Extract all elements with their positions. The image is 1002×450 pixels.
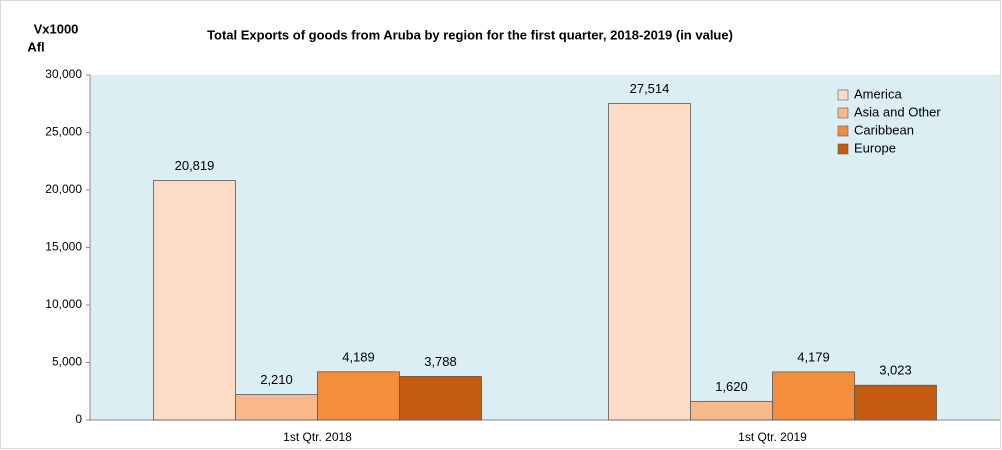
y-tick-label: 20,000 xyxy=(45,182,82,196)
y-tick-label: 25,000 xyxy=(45,125,82,139)
legend-swatch xyxy=(837,125,849,137)
y-axis-label: Afl xyxy=(27,39,44,54)
bar xyxy=(235,394,318,421)
y-tick-label: 30,000 xyxy=(45,67,82,81)
data-label: 4,189 xyxy=(342,349,375,364)
legend-label: Caribbean xyxy=(854,122,914,137)
y-tick-label: 10,000 xyxy=(45,297,82,311)
data-label: 2,210 xyxy=(260,372,293,387)
data-label: 27,514 xyxy=(630,81,670,96)
legend-label: America xyxy=(854,86,902,101)
legend-swatch xyxy=(837,107,849,119)
data-label: 3,023 xyxy=(879,363,912,378)
data-label: 4,179 xyxy=(797,349,830,364)
bar xyxy=(153,180,236,421)
plot-area xyxy=(90,75,1000,420)
data-label: 1,620 xyxy=(715,379,748,394)
legend-label: Europe xyxy=(854,140,896,155)
x-tick-label: 1st Qtr. 2018 xyxy=(283,430,352,444)
y-axis-label: Vx1000 xyxy=(34,21,79,36)
y-tick-label: 5,000 xyxy=(52,355,82,369)
legend-swatch xyxy=(837,89,849,101)
bar xyxy=(399,376,482,421)
legend-label: Asia and Other xyxy=(854,104,941,119)
data-label: 3,788 xyxy=(424,354,457,369)
bar xyxy=(854,384,937,421)
bar xyxy=(690,400,773,421)
chart-title: Total Exports of goods from Aruba by reg… xyxy=(207,27,733,42)
legend-swatch xyxy=(837,143,849,155)
y-tick-label: 0 xyxy=(75,412,82,426)
x-tick-label: 1st Qtr. 2019 xyxy=(738,430,807,444)
bar xyxy=(317,371,400,421)
bar xyxy=(608,103,691,421)
data-label: 20,819 xyxy=(175,158,215,173)
y-tick-label: 15,000 xyxy=(45,240,82,254)
bar xyxy=(772,371,855,421)
